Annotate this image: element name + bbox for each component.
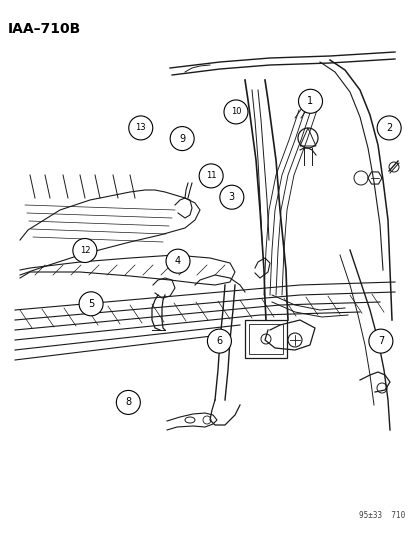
Text: 7: 7 bbox=[377, 336, 383, 346]
Text: 2: 2 bbox=[385, 123, 392, 133]
Circle shape bbox=[376, 116, 400, 140]
Text: 95±33  710: 95±33 710 bbox=[358, 511, 404, 520]
Circle shape bbox=[166, 249, 190, 273]
Text: 4: 4 bbox=[175, 256, 180, 266]
Circle shape bbox=[116, 390, 140, 415]
Text: 13: 13 bbox=[135, 124, 146, 132]
Text: 6: 6 bbox=[216, 336, 222, 346]
Circle shape bbox=[223, 100, 247, 124]
Circle shape bbox=[207, 329, 231, 353]
Text: 8: 8 bbox=[125, 398, 131, 407]
Circle shape bbox=[298, 89, 322, 114]
Circle shape bbox=[128, 116, 152, 140]
Text: 5: 5 bbox=[88, 299, 94, 309]
Circle shape bbox=[79, 292, 103, 316]
Text: 12: 12 bbox=[79, 246, 90, 255]
Text: 9: 9 bbox=[179, 134, 185, 143]
Circle shape bbox=[219, 185, 243, 209]
Bar bbox=[244, 320, 286, 358]
Circle shape bbox=[73, 238, 97, 263]
Bar bbox=[248, 324, 282, 354]
Text: 3: 3 bbox=[228, 192, 234, 202]
Text: 10: 10 bbox=[230, 108, 241, 116]
Text: IAA–710B: IAA–710B bbox=[8, 22, 81, 36]
Circle shape bbox=[199, 164, 223, 188]
Circle shape bbox=[368, 329, 392, 353]
Text: 1: 1 bbox=[307, 96, 313, 106]
Text: 11: 11 bbox=[205, 172, 216, 180]
Circle shape bbox=[170, 126, 194, 151]
